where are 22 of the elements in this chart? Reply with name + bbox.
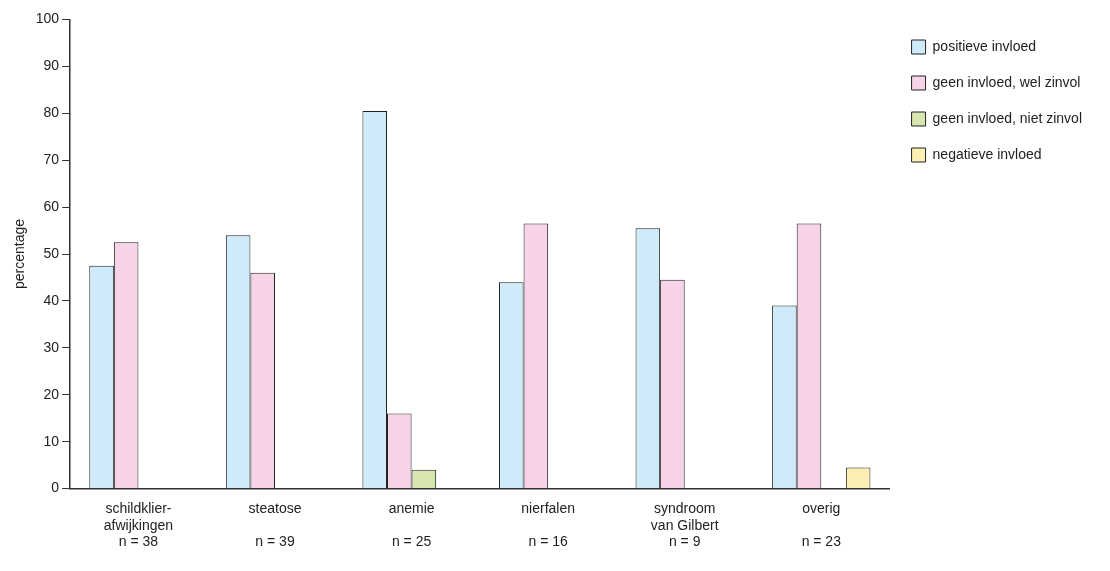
x-tick-label: schildklier- afwijkingen n = 38 xyxy=(103,499,174,550)
y-tick-label: 30 xyxy=(43,338,60,355)
legend-label: negatieve invloed xyxy=(932,145,1042,162)
category-label: nierfalen n = 16 xyxy=(521,499,575,550)
y-tick-label: 50 xyxy=(43,244,60,261)
y-tick-label: 10 xyxy=(43,432,60,449)
y-tick-label: 0 xyxy=(51,479,60,496)
y-tick-label: 60 xyxy=(43,197,60,214)
y-tick-label: 20 xyxy=(43,385,60,402)
category-label: anemie n = 25 xyxy=(388,499,435,550)
y-tick-label: 100 xyxy=(35,10,60,27)
category-label: overig n = 23 xyxy=(801,499,841,550)
category-label: steatose n = 39 xyxy=(248,499,302,550)
y-axis-title: percentage xyxy=(11,218,28,290)
legend-label: positieve invloed xyxy=(932,37,1037,54)
y-tick-label: 40 xyxy=(43,291,60,308)
y-tick-label: 90 xyxy=(43,57,60,74)
y-tick-label: 80 xyxy=(43,104,60,121)
x-tick-label: syndroom van Gilbert n = 9 xyxy=(650,499,719,550)
legend-label: geen invloed, niet zinvol xyxy=(932,109,1082,126)
y-tick-label: 70 xyxy=(43,151,60,168)
legend-label: geen invloed, wel zinvol xyxy=(932,73,1081,90)
